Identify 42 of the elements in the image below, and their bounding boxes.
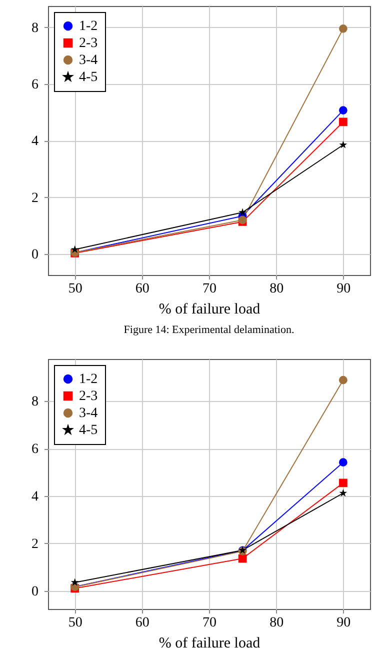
legend-label: 3-4 <box>79 53 98 68</box>
x-tick-label: 80 <box>270 282 284 296</box>
x-tick-label: 90 <box>336 282 351 296</box>
point <box>338 106 348 114</box>
x-tick-label: 70 <box>202 616 216 630</box>
legend-label: 3-4 <box>79 406 98 421</box>
y-tick-label: 4 <box>32 489 38 504</box>
legend-label: 1-2 <box>79 372 98 387</box>
y-tick-label: 0 <box>32 584 38 600</box>
point <box>238 208 247 216</box>
caption: Figure 14: Experimental delamination. <box>124 324 294 336</box>
y-tick-label: 6 <box>32 442 38 458</box>
point <box>339 488 348 497</box>
y-tick-label: 2 <box>32 536 38 552</box>
x-tick-label: 50 <box>68 616 82 630</box>
x-axis-title: % of failure load <box>158 636 261 652</box>
point <box>338 376 348 384</box>
y-tick-label: 2 <box>32 190 38 206</box>
point <box>70 245 79 253</box>
point <box>338 458 348 466</box>
point <box>338 24 348 33</box>
y-tick-label: 6 <box>32 77 38 92</box>
x-axis-title: % of failure load <box>158 302 261 318</box>
point <box>338 478 348 488</box>
legend-label: 2-3 <box>79 389 98 404</box>
legend-label: 2-3 <box>79 36 98 51</box>
y-tick-label: 8 <box>32 20 38 36</box>
x-tick-label: 80 <box>270 616 284 630</box>
point <box>338 118 348 126</box>
legend-label: 4-5 <box>79 423 98 438</box>
y-tick-label: 0 <box>32 248 38 263</box>
x-tick-label: 70 <box>202 282 216 296</box>
x-tick-label: 60 <box>135 282 150 296</box>
x-tick-label: 90 <box>336 616 351 630</box>
y-tick-label: 4 <box>32 134 38 150</box>
point <box>339 140 348 148</box>
legend-label: 4-5 <box>79 70 98 85</box>
x-tick-label: 50 <box>68 282 82 296</box>
legend-label: 1-2 <box>79 19 98 34</box>
x-tick-label: 60 <box>135 616 150 630</box>
point <box>70 578 79 586</box>
y-tick-label: 8 <box>32 394 38 410</box>
